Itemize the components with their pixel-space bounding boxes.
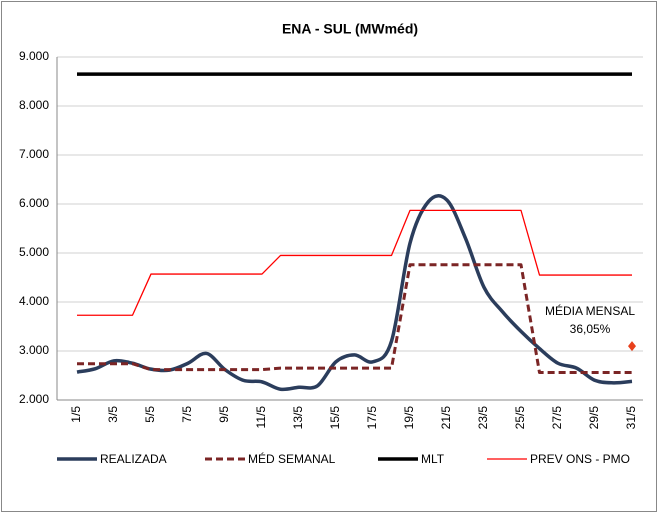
x-tick-label: 23/5 [476,406,490,430]
chart-frame [1,1,657,512]
legend-label: REALIZADA [100,452,167,466]
x-tick-label: 15/5 [328,406,342,430]
x-tick-label: 25/5 [513,406,527,430]
x-tick-label: 9/5 [217,406,231,423]
series-line [77,263,632,375]
x-tick-label: 3/5 [106,406,120,423]
annotation-text: 36,05% [570,322,611,336]
y-tick-label: 3.000 [19,343,49,357]
x-tick-label: 19/5 [402,406,416,430]
annotation-marker [628,341,636,352]
y-tick-label: 7.000 [19,147,49,161]
x-tick-label: 7/5 [180,406,194,423]
x-tick-label: 1/5 [69,406,83,423]
legend-label: MÉD SEMANAL [248,451,336,466]
chart-title: ENA - SUL (MWméd) [282,21,418,37]
y-tick-label: 8.000 [19,98,49,112]
legend-label: PREV ONS - PMO [530,452,630,466]
y-tick-label: 6.000 [19,196,49,210]
x-tick-label: 21/5 [439,406,453,430]
x-tick-label: 29/5 [587,406,601,430]
x-tick-label: 31/5 [624,406,638,430]
y-tick-label: 5.000 [19,245,49,259]
series-line [77,209,632,316]
y-tick-label: 2.000 [19,392,49,406]
legend-label: MLT [421,452,445,466]
x-tick-label: 11/5 [254,406,268,429]
x-tick-label: 17/5 [365,406,379,430]
y-tick-label: 9.000 [19,49,49,63]
x-tick-label: 13/5 [291,406,305,430]
x-tick-label: 5/5 [143,406,157,423]
x-tick-label: 27/5 [550,406,564,430]
y-tick-label: 4.000 [19,294,49,308]
annotation-text: MÉDIA MENSAL [545,303,635,318]
